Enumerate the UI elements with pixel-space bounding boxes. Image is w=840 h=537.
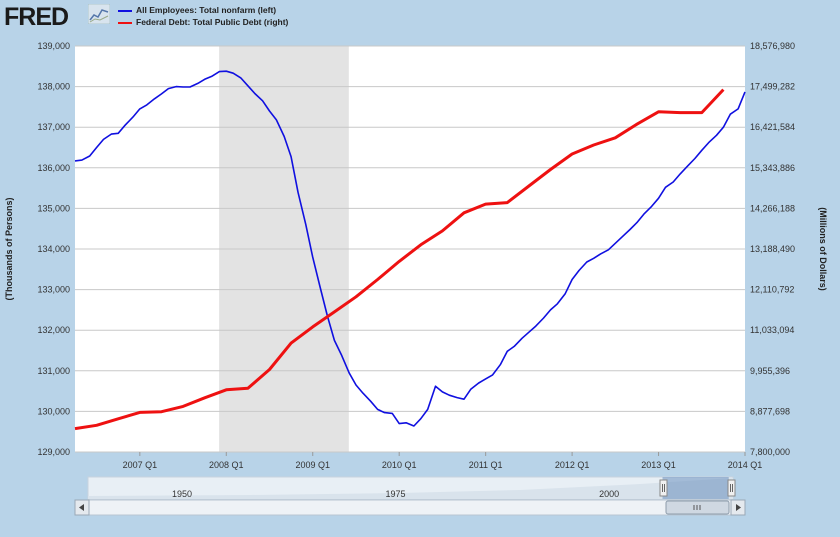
y-left-axis-title: (Thousands of Persons) bbox=[4, 197, 14, 300]
y-left-tick-label: 130,000 bbox=[37, 406, 70, 416]
legend-label-debt: Federal Debt: Total Public Debt (right) bbox=[136, 17, 289, 27]
legend-label-employees: All Employees: Total nonfarm (left) bbox=[136, 5, 277, 15]
x-tick-label: 2007 Q1 bbox=[123, 460, 158, 470]
y-right-tick-label: 15,343,886 bbox=[750, 163, 795, 173]
legend-swatch-debt bbox=[118, 21, 132, 24]
navigator-year-label: 1975 bbox=[386, 489, 406, 499]
y-right-tick-label: 8,877,698 bbox=[750, 406, 790, 416]
y-right-tick-label: 13,188,490 bbox=[750, 244, 795, 254]
x-tick-label: 2008 Q1 bbox=[209, 460, 244, 470]
y-left-tick-label: 129,000 bbox=[37, 447, 70, 457]
navigator-scrollbar[interactable] bbox=[74, 499, 746, 516]
y-left-tick-label: 136,000 bbox=[37, 163, 70, 173]
navigator-selection[interactable] bbox=[662, 477, 729, 499]
x-tick-label: 2010 Q1 bbox=[382, 460, 417, 470]
y-left-tick-label: 134,000 bbox=[37, 244, 70, 254]
y-right-axis-title: (Millions of Dollars) bbox=[818, 207, 828, 291]
y-left-tick-label: 133,000 bbox=[37, 285, 70, 295]
navigator-year-label: 2000 bbox=[599, 489, 619, 499]
grip-icon bbox=[693, 505, 701, 510]
chart-header: FRED All Employees: Total nonfarm (left)… bbox=[0, 0, 840, 44]
y-left-tick-label: 137,000 bbox=[37, 122, 70, 132]
navigator-handle-right[interactable] bbox=[727, 479, 736, 497]
series-line-debt[interactable] bbox=[74, 88, 725, 431]
x-tick-label: 2011 Q1 bbox=[469, 460, 503, 470]
chart-line-icon bbox=[88, 4, 110, 24]
series-line-employees[interactable] bbox=[74, 70, 746, 427]
y-right-tick-label: 16,421,584 bbox=[750, 122, 795, 132]
scrollbar-track[interactable] bbox=[74, 499, 746, 516]
y-left-tick-label: 132,000 bbox=[37, 325, 70, 335]
y-right-tick-label: 7,800,000 bbox=[750, 447, 790, 457]
legend-swatch-employees bbox=[118, 9, 132, 12]
legend-item-debt: Federal Debt: Total Public Debt (right) bbox=[118, 17, 288, 27]
y-left-tick-label: 139,000 bbox=[37, 41, 70, 51]
y-right-tick-label: 14,266,188 bbox=[750, 203, 795, 213]
y-right-tick-label: 17,499,282 bbox=[750, 82, 795, 92]
y-left-tick-label: 131,000 bbox=[37, 366, 70, 376]
series-lines bbox=[74, 70, 746, 431]
x-tick-label: 2009 Q1 bbox=[295, 460, 330, 470]
range-navigator[interactable]: 1950 1975 2000 bbox=[87, 476, 736, 500]
x-tick-label: 2014 Q1 bbox=[728, 460, 763, 470]
y-left-tick-label: 135,000 bbox=[37, 203, 70, 213]
x-tick-label: 2012 Q1 bbox=[555, 460, 590, 470]
y-right-tick-label: 18,576,980 bbox=[750, 41, 795, 51]
navigator-year-labels: 1950 1975 2000 bbox=[172, 489, 619, 499]
y-left-tick-labels: 139,000 138,000 137,000 136,000 135,000 134,0… bbox=[37, 41, 70, 457]
y-left-tick-label: 138,000 bbox=[37, 82, 70, 92]
navigator-handle-left[interactable] bbox=[659, 479, 668, 497]
navigator-series bbox=[88, 478, 733, 499]
x-tick-labels: 2007 Q1 2008 Q1 2009 Q1 2010 Q1 2011 Q1 2012 … bbox=[123, 452, 763, 470]
navigator-year-label: 1950 bbox=[172, 489, 192, 499]
y-right-tick-label: 12,110,792 bbox=[750, 285, 794, 295]
fred-logo[interactable]: FRED bbox=[4, 3, 69, 31]
y-right-tick-label: 9,955,396 bbox=[750, 366, 790, 376]
y-right-tick-label: 11,033,094 bbox=[750, 325, 794, 335]
scrollbar-thumb[interactable] bbox=[665, 500, 730, 515]
arrow-left-icon[interactable] bbox=[74, 499, 90, 516]
gridlines bbox=[75, 45, 745, 453]
legend-item-employees: All Employees: Total nonfarm (left) bbox=[118, 5, 276, 15]
y-right-tick-labels: 18,576,980 17,499,282 16,421,584 15,343,886… bbox=[750, 41, 795, 457]
x-tick-label: 2013 Q1 bbox=[641, 460, 676, 470]
arrow-right-icon[interactable] bbox=[730, 499, 746, 516]
